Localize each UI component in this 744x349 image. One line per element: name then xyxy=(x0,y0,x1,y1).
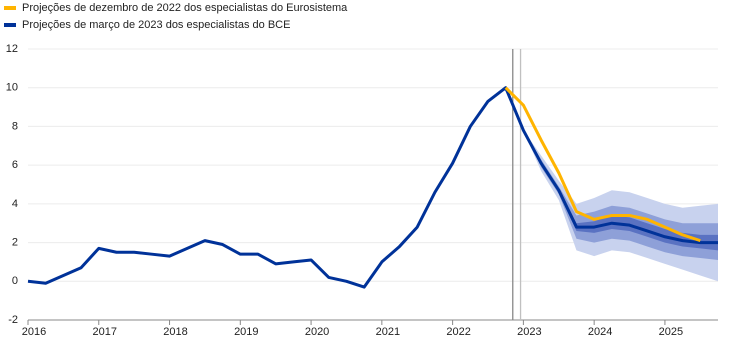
x-tick-label: 2022 xyxy=(446,326,470,338)
y-tick-label: 2 xyxy=(12,236,18,248)
x-tick-label: 2025 xyxy=(659,326,683,338)
fan-band xyxy=(523,130,718,282)
x-tick-label: 2023 xyxy=(517,326,541,338)
x-tick-label: 2019 xyxy=(234,326,258,338)
y-tick-label: 6 xyxy=(12,159,18,171)
legend-label: Projeções de março de 2023 dos especiali… xyxy=(22,19,290,31)
legend-label: Projeções de dezembro de 2022 dos especi… xyxy=(22,2,348,14)
series-line xyxy=(504,86,701,243)
series-line xyxy=(27,86,718,289)
y-tick-label: -2 xyxy=(8,314,18,326)
y-tick-label: 8 xyxy=(12,120,18,132)
y-tick-label: 0 xyxy=(12,275,18,287)
x-tick-label: 2024 xyxy=(588,326,612,338)
y-tick-label: 4 xyxy=(12,198,18,210)
x-tick-label: 2018 xyxy=(163,326,187,338)
y-tick-label: 10 xyxy=(6,82,18,94)
x-tick-label: 2021 xyxy=(376,326,400,338)
x-tick-label: 2016 xyxy=(22,326,46,338)
y-tick-label: 12 xyxy=(6,43,18,55)
x-tick-label: 2017 xyxy=(93,326,117,338)
x-tick-label: 2020 xyxy=(305,326,329,338)
